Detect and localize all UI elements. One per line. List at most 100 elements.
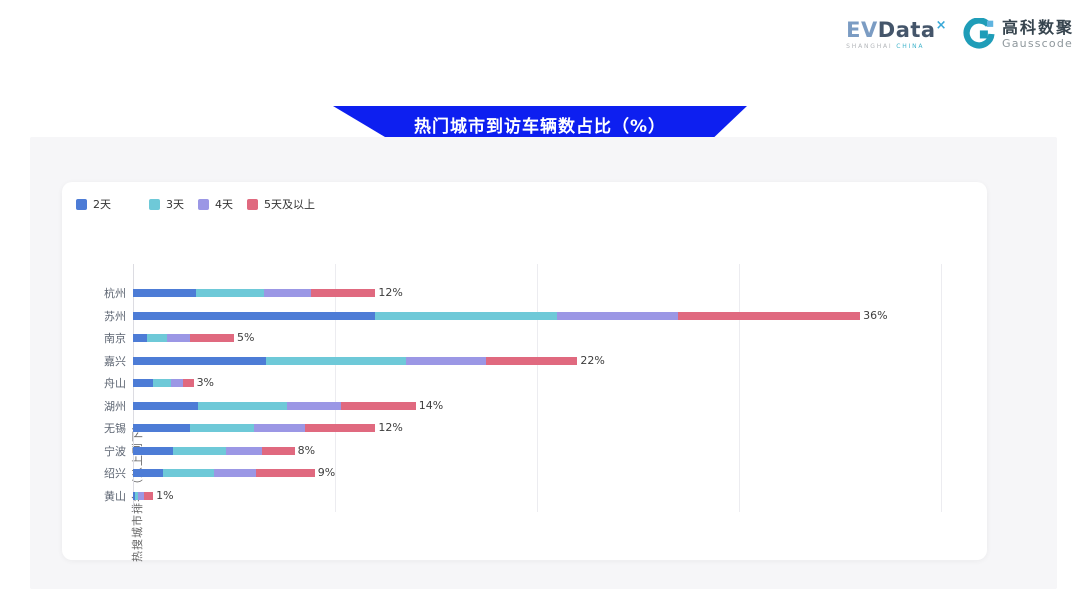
y-axis-line: [133, 264, 134, 512]
bar-segment-3天: [266, 356, 406, 365]
bar-segment-2天: [133, 446, 174, 455]
bar-segment-5天及以上: [144, 492, 154, 501]
bar-segment-3天: [153, 379, 172, 388]
evdata-wordmark: EVData×: [846, 17, 947, 42]
bar-row: 舟山 3%: [104, 376, 941, 390]
evdata-x-mark: ×: [935, 17, 947, 33]
gausscode-en-name: Gausscode: [1001, 36, 1074, 50]
bar-segment-5天及以上: [189, 334, 234, 343]
bar-segment-2天: [133, 469, 164, 478]
title-banner: 热门城市到访车辆数占比（%）: [333, 106, 747, 143]
legend-label: 5天及以上: [264, 198, 315, 211]
legend-swatch: [149, 199, 160, 210]
legend-swatch: [247, 199, 258, 210]
bar-segment-3天: [173, 446, 226, 455]
value-label: 12%: [378, 421, 403, 435]
gausscode-cn-name: 高科数聚: [1001, 17, 1074, 37]
value-label: 8%: [297, 443, 316, 457]
legend-swatch: [76, 199, 87, 210]
bar-segment-3天: [195, 289, 265, 297]
city-label: 苏州: [104, 309, 126, 323]
page-title: 热门城市到访车辆数占比（%）: [413, 117, 667, 137]
city-label: 嘉兴: [104, 354, 126, 368]
bar-segment-3天: [147, 334, 168, 343]
bar-row: 南京 5%: [104, 332, 941, 345]
bar-segment-4天: [167, 334, 190, 343]
city-label: 宁波: [104, 444, 126, 458]
bar-segment-3天: [163, 469, 214, 478]
bar-segment-5天及以上: [486, 356, 578, 365]
gridline: [537, 264, 538, 512]
bar-segment-5天及以上: [310, 289, 376, 297]
legend-swatch: [198, 199, 209, 210]
bar-segment-4天: [286, 401, 342, 410]
gridline: [941, 264, 942, 512]
value-label: 22%: [580, 353, 605, 367]
gridline: [739, 264, 740, 512]
bar-row: 杭州 12%: [104, 286, 941, 300]
bar-segment-3天: [135, 492, 139, 501]
evdata-subtitle-china: CHINA: [896, 42, 925, 50]
header-logos: EVData× SHANGHAI CHINA 高科数聚 Gausscode: [846, 18, 1074, 50]
bar-row: 黄山 1%: [104, 489, 941, 503]
legend-item-3天[interactable]: 3天: [149, 198, 184, 211]
bar-row: 绍兴 9%: [104, 466, 941, 480]
legend-label: 4天: [215, 198, 233, 211]
legend-item-4天[interactable]: 4天: [198, 198, 233, 211]
city-label: 杭州: [104, 287, 126, 300]
bar-row: 宁波 8%: [104, 443, 941, 458]
bar-segment-2天: [133, 289, 196, 297]
evdata-subtitle: SHANGHAI CHINA: [846, 43, 924, 50]
legend-item-2天[interactable]: 2天: [76, 198, 111, 211]
value-label: 1%: [156, 489, 174, 503]
legend-label: 2天: [93, 198, 111, 211]
value-label: 36%: [863, 308, 888, 322]
city-label: 黄山: [104, 490, 126, 504]
bar-segment-3天: [197, 401, 287, 410]
bar-row: 无锡 12%: [104, 421, 941, 435]
bar-segment-4天: [405, 356, 487, 365]
bar-segment-3天: [189, 424, 255, 433]
bar-segment-3天: [375, 311, 558, 320]
legend-item-5天及以上[interactable]: 5天及以上: [247, 198, 315, 211]
bar-segment-2天: [133, 492, 136, 501]
chart-legend: 2天 3天 4天 5天及以上: [76, 198, 366, 211]
bar-segment-2天: [133, 379, 154, 388]
bar-segment-4天: [138, 492, 145, 501]
gausscode-text: 高科数聚 Gausscode: [1001, 17, 1074, 50]
bar-row: 嘉兴 22%: [104, 353, 941, 368]
bar-segment-4天: [225, 446, 263, 455]
bar-segment-2天: [133, 356, 267, 365]
value-label: 3%: [196, 376, 215, 390]
plot-area: 热搜城市排名（从上到下） 杭州 12% 苏州 36% 南京 5% 嘉兴 22% 舟山 3% 湖州 14…: [104, 264, 942, 562]
evdata-ev-text: EV: [846, 17, 878, 42]
bar-segment-4天: [213, 469, 257, 478]
bar-segment-2天: [133, 334, 148, 343]
bar-segment-4天: [557, 311, 679, 320]
gausscode-logo: 高科数聚 Gausscode: [963, 18, 1074, 50]
bar-segment-4天: [264, 289, 311, 297]
city-label: 南京: [104, 332, 126, 346]
city-label: 绍兴: [104, 467, 126, 481]
bar-row: 湖州 14%: [104, 398, 941, 413]
bar-row: 苏州 36%: [104, 308, 941, 323]
value-label: 9%: [317, 466, 336, 480]
bar-segment-5天及以上: [262, 446, 295, 455]
legend-label: 3天: [166, 198, 184, 211]
bar-segment-5天及以上: [678, 311, 861, 320]
bar-segment-2天: [133, 311, 376, 320]
gausscode-g-icon: [963, 18, 995, 49]
evdata-data-text: Data: [877, 17, 936, 42]
evdata-logo: EVData× SHANGHAI CHINA: [846, 17, 947, 50]
bar-segment-5天及以上: [183, 379, 194, 388]
bar-segment-5天及以上: [304, 424, 376, 433]
bar-segment-2天: [133, 401, 198, 410]
value-label: 12%: [378, 286, 403, 299]
chart-card: 2天 3天 4天 5天及以上 热搜城市排名（从上到下） 杭州 12% 苏州 36% 南京 5% 嘉…: [62, 182, 987, 562]
bar-segment-5天及以上: [341, 401, 416, 410]
evdata-subtitle-shanghai: SHANGHAI: [846, 42, 893, 50]
city-label: 舟山: [104, 377, 126, 391]
gridline: [335, 264, 336, 512]
value-label: 14%: [418, 398, 444, 412]
